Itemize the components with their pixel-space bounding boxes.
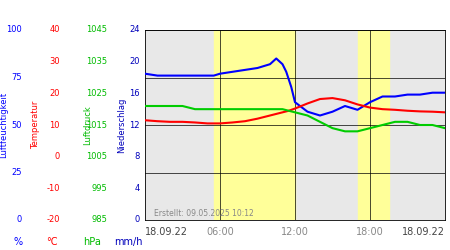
- Text: 1015: 1015: [86, 120, 107, 130]
- Text: 24: 24: [130, 26, 140, 35]
- Text: Luftfeuchtigkeit: Luftfeuchtigkeit: [0, 92, 9, 158]
- Text: 1025: 1025: [86, 89, 107, 98]
- Text: 0: 0: [17, 216, 22, 224]
- Text: 100: 100: [6, 26, 22, 35]
- Text: 8: 8: [135, 152, 140, 161]
- Text: 16: 16: [130, 89, 140, 98]
- Text: 30: 30: [50, 57, 60, 66]
- Text: °C: °C: [46, 237, 58, 247]
- Text: Niederschlag: Niederschlag: [117, 97, 126, 153]
- Text: 10: 10: [50, 120, 60, 130]
- Text: 75: 75: [11, 73, 22, 82]
- Text: 50: 50: [12, 120, 22, 130]
- Text: 40: 40: [50, 26, 60, 35]
- Text: hPa: hPa: [83, 237, 101, 247]
- Text: %: %: [14, 237, 22, 247]
- Text: -20: -20: [46, 216, 60, 224]
- Text: 18.09.22: 18.09.22: [402, 227, 445, 237]
- Text: 25: 25: [12, 168, 22, 177]
- Text: 4: 4: [135, 184, 140, 193]
- Text: Erstellt: 09.05.2025 10:12: Erstellt: 09.05.2025 10:12: [154, 208, 254, 218]
- Text: 20: 20: [130, 57, 140, 66]
- Text: 12: 12: [130, 120, 140, 130]
- Text: 995: 995: [91, 184, 107, 193]
- Text: 1045: 1045: [86, 26, 107, 35]
- Bar: [357, 30, 389, 220]
- Text: 985: 985: [91, 216, 107, 224]
- Text: 20: 20: [50, 89, 60, 98]
- Text: 0: 0: [135, 216, 140, 224]
- Text: mm/h: mm/h: [114, 237, 142, 247]
- Text: 18:00: 18:00: [356, 227, 384, 237]
- Text: 0: 0: [55, 152, 60, 161]
- Bar: [214, 30, 295, 220]
- Text: Luftdruck: Luftdruck: [84, 105, 93, 145]
- Text: -10: -10: [46, 184, 60, 193]
- Text: 12:00: 12:00: [281, 227, 309, 237]
- Text: 18.09.22: 18.09.22: [145, 227, 188, 237]
- Text: 06:00: 06:00: [206, 227, 234, 237]
- Text: 1005: 1005: [86, 152, 107, 161]
- Text: 1035: 1035: [86, 57, 107, 66]
- Text: Temperatur: Temperatur: [32, 101, 40, 149]
